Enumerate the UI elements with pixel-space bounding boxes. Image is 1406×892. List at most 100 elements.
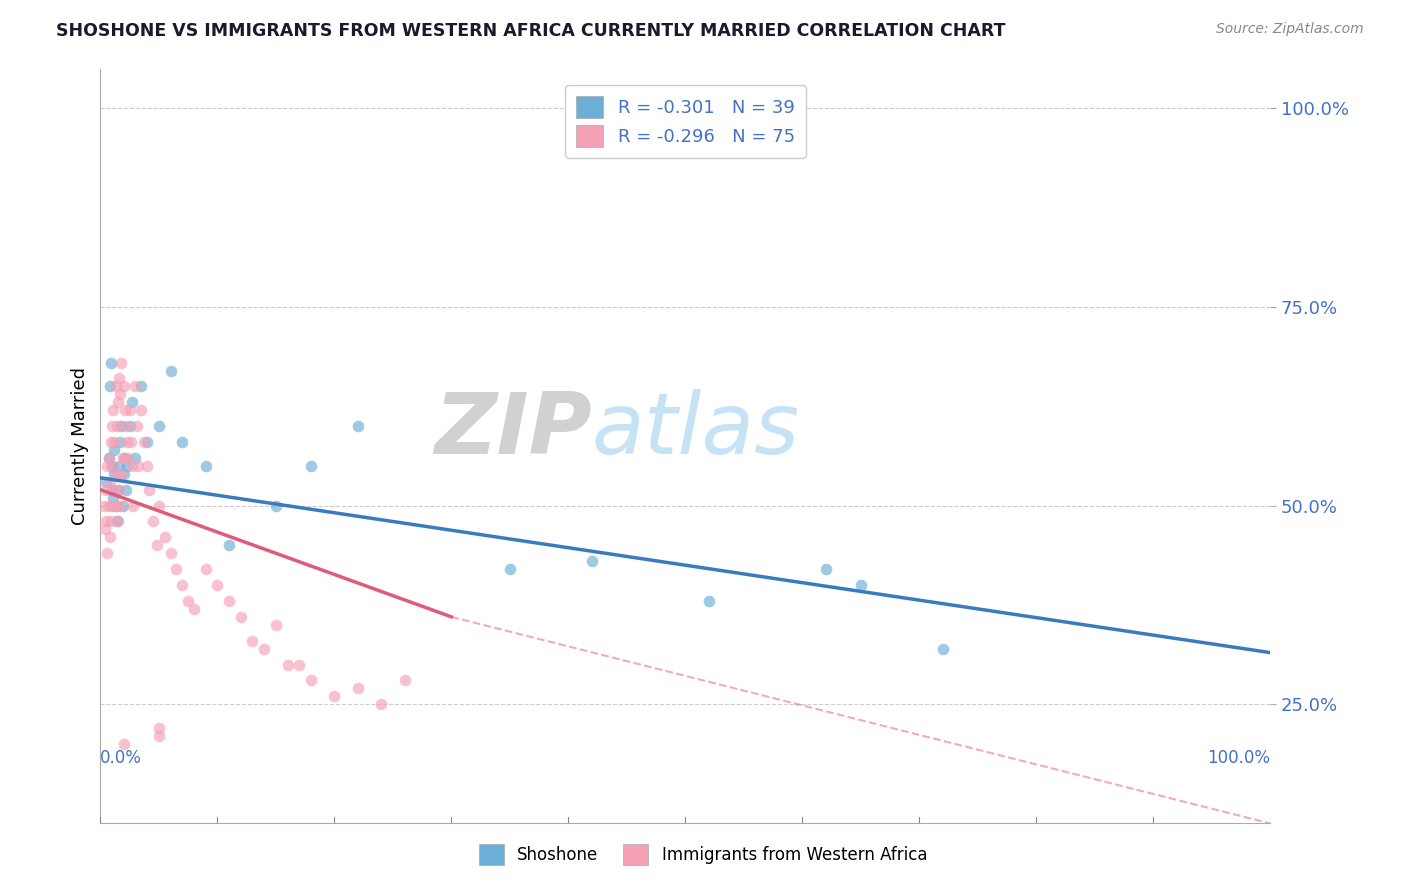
Text: atlas: atlas [592,390,800,473]
Point [101,483,124,497]
Point [103,483,125,497]
Point [117,435,139,450]
Text: Source: ZipAtlas.com: Source: ZipAtlas.com [1216,22,1364,37]
Point [165,562,187,576]
Point [103,442,125,457]
Point [159,546,181,560]
Point [98,379,121,393]
Point [112,450,135,465]
Point [370,698,392,712]
Point [172,578,194,592]
Point [218,594,240,608]
Point [932,641,955,656]
Point [97,499,120,513]
Point [96,483,118,497]
Point [288,657,311,672]
Point [148,729,170,743]
Point [101,458,124,473]
Point [114,403,136,417]
Point [124,450,146,465]
Point [194,562,217,576]
Point [118,403,141,417]
Point [132,435,155,450]
Point [105,419,128,434]
Point [103,499,125,513]
Point [105,515,128,529]
Point [849,578,872,592]
Point [97,450,120,465]
Point [103,491,125,505]
Point [242,633,264,648]
Point [148,721,170,735]
Point [142,515,165,529]
Point [110,355,132,369]
Point [107,515,129,529]
Y-axis label: Currently Married: Currently Married [72,367,89,525]
Point [153,530,176,544]
Point [253,641,276,656]
Point [98,475,121,489]
Point [101,499,124,513]
Point [101,419,124,434]
Point [148,499,170,513]
Point [98,530,121,544]
Point [115,483,138,497]
Point [129,403,152,417]
Point [159,363,181,377]
Point [121,395,143,409]
Point [138,483,160,497]
Point [100,515,122,529]
Point [218,538,240,552]
Point [97,450,120,465]
Point [105,499,128,513]
Point [499,562,522,576]
Point [172,435,194,450]
Point [103,403,125,417]
Point [145,538,167,552]
Point [120,435,142,450]
Point [112,737,135,751]
Point [103,435,125,450]
Point [323,690,346,704]
Point [127,458,149,473]
Point [104,467,127,481]
Point [299,458,322,473]
Point [112,467,135,481]
Point [108,483,131,497]
Point [207,578,229,592]
Point [125,419,148,434]
Legend: Shoshone, Immigrants from Western Africa: Shoshone, Immigrants from Western Africa [468,834,938,875]
Point [136,458,159,473]
Point [111,499,134,513]
Point [101,458,124,473]
Point [93,499,115,513]
Point [100,435,122,450]
Text: 100.0%: 100.0% [1208,749,1271,767]
Point [148,419,170,434]
Point [103,467,125,481]
Point [107,483,129,497]
Point [121,458,143,473]
Point [136,435,159,450]
Point [110,499,132,513]
Point [177,594,200,608]
Point [581,554,603,568]
Point [108,458,131,473]
Point [346,419,368,434]
Point [107,395,129,409]
Point [110,387,132,401]
Point [118,419,141,434]
Point [111,450,134,465]
Point [183,602,205,616]
Point [104,499,127,513]
Point [110,435,132,450]
Text: SHOSHONE VS IMMIGRANTS FROM WESTERN AFRICA CURRENTLY MARRIED CORRELATION CHART: SHOSHONE VS IMMIGRANTS FROM WESTERN AFRI… [56,22,1005,40]
Point [194,458,217,473]
Point [108,371,131,385]
Point [96,546,118,560]
Point [115,419,138,434]
Point [117,458,139,473]
Point [129,379,152,393]
Point [346,681,368,696]
Point [697,594,720,608]
